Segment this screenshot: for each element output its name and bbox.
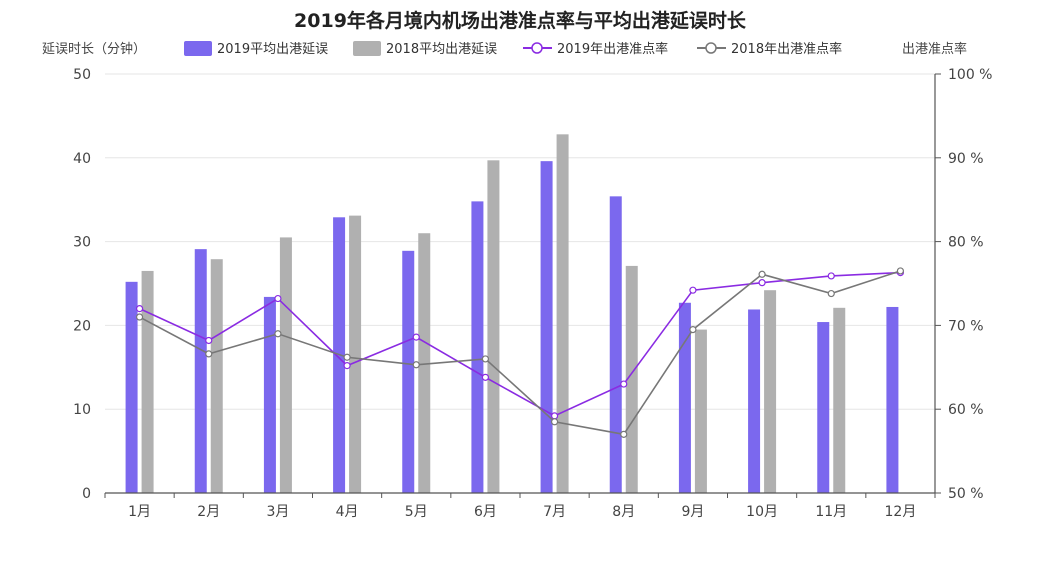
x-tick-label: 9月 <box>681 504 704 520</box>
point-2018 <box>550 418 559 426</box>
legend-label-bar-2018: 2018平均出港延误 <box>386 42 497 57</box>
chart-title: 2019年各月境内机场出港准点率与平均出港延误时长 <box>294 9 747 32</box>
bar-2019 <box>194 249 207 493</box>
point-2019 <box>758 279 766 287</box>
left-axis-ticks: 0 10 20 30 40 50 <box>73 67 91 502</box>
x-tick-label: 7月 <box>543 504 566 520</box>
legend-label-bar-2019: 2019平均出港延误 <box>217 42 328 57</box>
legend-swatch-bar-2018 <box>353 41 381 56</box>
bar-2019 <box>609 196 622 493</box>
legend-marker-2018 <box>705 42 717 54</box>
point-2019 <box>274 294 282 303</box>
x-tick-label: 1月 <box>128 504 151 520</box>
point-2019 <box>205 336 213 345</box>
point-2019 <box>550 412 559 420</box>
x-tick-label: 10月 <box>746 504 778 520</box>
bar-2018 <box>141 270 154 493</box>
line-series <box>135 267 905 438</box>
bar-2018 <box>694 329 707 493</box>
bar-2019 <box>125 281 138 493</box>
bar-2018 <box>279 237 292 493</box>
bar-2019 <box>748 309 761 493</box>
left-tick-label: 50 <box>73 67 91 83</box>
bar-2019 <box>263 296 276 493</box>
point-2019 <box>343 362 351 370</box>
legend-marker-2019 <box>531 42 543 54</box>
left-axis-label: 延误时长（分钟） <box>42 41 146 57</box>
left-tick-label: 10 <box>73 402 91 418</box>
point-2018 <box>481 355 490 363</box>
bar-2019 <box>886 306 899 493</box>
right-tick-label: 50 % <box>948 486 984 502</box>
left-tick-label: 0 <box>82 486 91 502</box>
right-axis-label: 出港准点率 <box>902 41 967 57</box>
legend-swatch-bar-2019 <box>184 41 212 56</box>
bar-2019 <box>817 322 830 493</box>
gridlines <box>105 73 935 494</box>
bar-2018 <box>625 265 638 493</box>
legend-item-line-2019[interactable]: 2019年出港准点率 <box>523 41 668 57</box>
bar-2018 <box>556 134 569 493</box>
point-2018 <box>689 325 697 334</box>
point-2018 <box>205 350 213 358</box>
point-2018 <box>135 313 144 321</box>
right-tick-label: 60 % <box>948 402 984 418</box>
bar-2018 <box>210 259 223 493</box>
right-tick-label: 70 % <box>948 318 984 334</box>
legend-label-line-2019: 2019年出港准点率 <box>557 41 668 57</box>
point-2019 <box>412 333 420 341</box>
legend-item-bar-2018[interactable]: 2018平均出港延误 <box>353 41 497 57</box>
bar-2018 <box>418 233 431 493</box>
point-2018 <box>343 353 351 361</box>
line-2019 <box>139 271 901 417</box>
bar-2019 <box>678 302 691 493</box>
bar-2018 <box>764 290 777 493</box>
point-2019 <box>481 373 490 381</box>
x-tick-label: 8月 <box>612 504 635 520</box>
point-2018 <box>896 267 905 275</box>
bar-series <box>125 134 899 494</box>
bar-2019 <box>402 250 415 493</box>
line-2018 <box>139 270 901 436</box>
left-tick-label: 40 <box>73 151 91 167</box>
bar-2019 <box>471 201 484 493</box>
x-axis: 1月 2月 3月 4月 5月 6月 7月 8月 9月 10月 11月 12月 <box>104 492 936 520</box>
legend-item-line-2018[interactable]: 2018年出港准点率 <box>697 41 842 57</box>
legend: 2019平均出港延误 2018平均出港延误 2019年出港准点率 2018年出港… <box>184 41 842 57</box>
x-tick-label: 5月 <box>405 504 428 520</box>
right-axis-ticks: 50 % 60 % 70 % 80 % 90 % 100 % <box>934 67 992 502</box>
point-2018 <box>274 330 282 338</box>
point-2019 <box>827 272 835 280</box>
right-tick-label: 90 % <box>948 151 984 167</box>
left-tick-label: 30 <box>73 235 91 251</box>
point-2018 <box>827 289 835 298</box>
x-tick-label: 4月 <box>336 504 359 520</box>
x-tick-label: 2月 <box>197 504 220 520</box>
x-tick-label: 11月 <box>815 504 847 520</box>
right-tick-label: 80 % <box>948 235 984 251</box>
x-tick-label: 6月 <box>474 504 497 520</box>
point-2019 <box>135 305 144 313</box>
bar-2018 <box>349 215 362 493</box>
left-tick-label: 20 <box>73 318 91 334</box>
legend-label-line-2018: 2018年出港准点率 <box>731 41 842 57</box>
point-2018 <box>620 430 628 438</box>
point-2018 <box>758 270 766 278</box>
x-tick-label: 3月 <box>266 504 289 520</box>
x-tick-label: 12月 <box>885 504 917 520</box>
bar-2018 <box>833 307 846 493</box>
point-2019 <box>689 286 697 294</box>
point-2019 <box>620 380 628 388</box>
right-tick-label: 100 % <box>948 67 992 83</box>
bar-2018 <box>487 160 500 493</box>
bar-2019 <box>540 161 553 494</box>
legend-item-bar-2019[interactable]: 2019平均出港延误 <box>184 41 328 57</box>
point-2018 <box>412 361 420 369</box>
